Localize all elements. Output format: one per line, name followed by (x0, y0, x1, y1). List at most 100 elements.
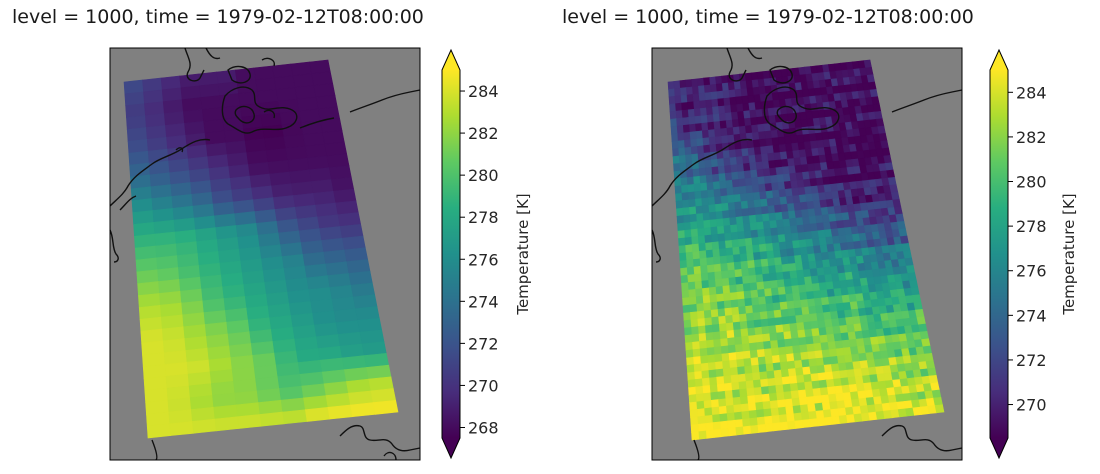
heatmap-cell (910, 286, 920, 296)
heatmap-cell (786, 353, 795, 363)
heatmap-cell (872, 103, 882, 113)
heatmap-cell (705, 422, 714, 432)
heatmap-cell (799, 291, 808, 301)
heatmap-cell (745, 245, 754, 254)
heatmap-cell (203, 118, 225, 134)
heatmap-cell (838, 414, 848, 424)
heatmap-cell (694, 115, 702, 125)
heatmap-right (667, 59, 945, 441)
heatmap-cell (679, 79, 687, 89)
heatmap-cell (732, 186, 741, 196)
heatmap-cell (721, 270, 730, 280)
heatmap-cell (746, 387, 756, 397)
heatmap-cell (742, 275, 751, 285)
heatmap-cell (783, 331, 793, 340)
heatmap-cell (169, 421, 194, 436)
colorbar-label: Temperature [K] (1060, 193, 1078, 315)
heatmap-cell (678, 237, 686, 247)
heatmap-cell (730, 231, 739, 241)
heatmap-cell (265, 148, 289, 163)
heatmap-cell (760, 386, 770, 396)
heatmap-cell (716, 225, 725, 235)
heatmap-cell (697, 235, 706, 245)
heatmap-cell (692, 93, 701, 103)
heatmap-cell (749, 342, 758, 352)
heatmap-cell (712, 414, 721, 423)
heatmap-cell (257, 89, 279, 104)
heatmap-cell (746, 320, 756, 329)
heatmap-cell (125, 103, 146, 118)
heatmap-cell (760, 378, 769, 388)
heatmap-cell (752, 244, 761, 254)
heatmap-cell (721, 75, 729, 84)
heatmap-cell (830, 408, 840, 418)
heatmap-cell (718, 405, 728, 415)
heatmap-cell (296, 96, 319, 112)
heatmap-cell (925, 360, 936, 370)
heatmap-cell (780, 308, 790, 318)
heatmap-cell (730, 164, 739, 174)
heatmap-cell (766, 310, 776, 320)
heatmap-cell (716, 218, 725, 228)
heatmap-cell (675, 110, 684, 119)
heatmap-cell (734, 411, 743, 421)
heatmap-cell (277, 98, 300, 114)
heatmap-cell (693, 363, 703, 373)
heatmap-cell (803, 321, 813, 331)
heatmap-cell (695, 288, 704, 298)
heatmap-cell (704, 407, 713, 417)
heatmap-cell (734, 268, 743, 278)
heatmap-cell (733, 193, 742, 203)
heatmap-cell (831, 415, 841, 425)
heatmap-cell (736, 358, 745, 368)
heatmap-cell (892, 198, 902, 208)
heatmap-cell (930, 382, 940, 392)
heatmap-cell (144, 101, 165, 116)
heatmap-cell (667, 81, 675, 90)
heatmap-cell (676, 117, 684, 127)
heatmap-cell (143, 89, 164, 105)
heatmap-cell (302, 132, 326, 147)
heatmap-cell (676, 207, 684, 217)
heatmap-cell (715, 361, 724, 371)
heatmap-cell (695, 385, 704, 395)
heatmap-cell (727, 81, 736, 91)
heatmap-cell (739, 388, 748, 398)
heatmap-cell (886, 169, 896, 179)
heatmap-cell (698, 325, 707, 335)
heatmap-cell (693, 258, 701, 268)
heatmap-cell (783, 278, 793, 288)
heatmap-cell (898, 228, 908, 238)
heatmap-cell (718, 398, 727, 408)
heatmap-cell (700, 265, 709, 275)
heatmap-cell (689, 206, 697, 216)
heatmap-cell (734, 419, 744, 428)
heatmap-cell (674, 185, 683, 195)
heatmap-cell (807, 403, 817, 413)
heatmap-cell (271, 183, 294, 198)
heatmap-cell (706, 256, 715, 266)
heatmap-cell (778, 414, 788, 424)
heatmap-cell (770, 279, 779, 289)
heatmap-cell (787, 255, 796, 265)
heatmap-cell (721, 202, 730, 212)
heatmap-cell (777, 406, 787, 416)
heatmap-cell (294, 85, 317, 100)
heatmap-cell (738, 381, 748, 390)
heatmap-cell (696, 408, 706, 418)
heatmap-cell (813, 342, 823, 352)
heatmap-cell (758, 243, 768, 253)
heatmap-cell (293, 192, 316, 208)
heatmap-cell (694, 370, 703, 380)
heatmap-cell (728, 277, 737, 286)
heatmap-cell (710, 91, 719, 101)
heatmap-cell (768, 392, 778, 402)
panel-right-title: level = 1000, time = 1979-02-12T08:00:00 (562, 6, 974, 28)
heatmap-cell (715, 210, 724, 220)
heatmap-cell (282, 409, 308, 425)
heatmap-cell (757, 176, 766, 186)
heatmap-cell (687, 281, 696, 291)
heatmap-cell (804, 381, 814, 391)
heatmap-cell (712, 248, 721, 258)
heatmap-cell (705, 324, 714, 334)
